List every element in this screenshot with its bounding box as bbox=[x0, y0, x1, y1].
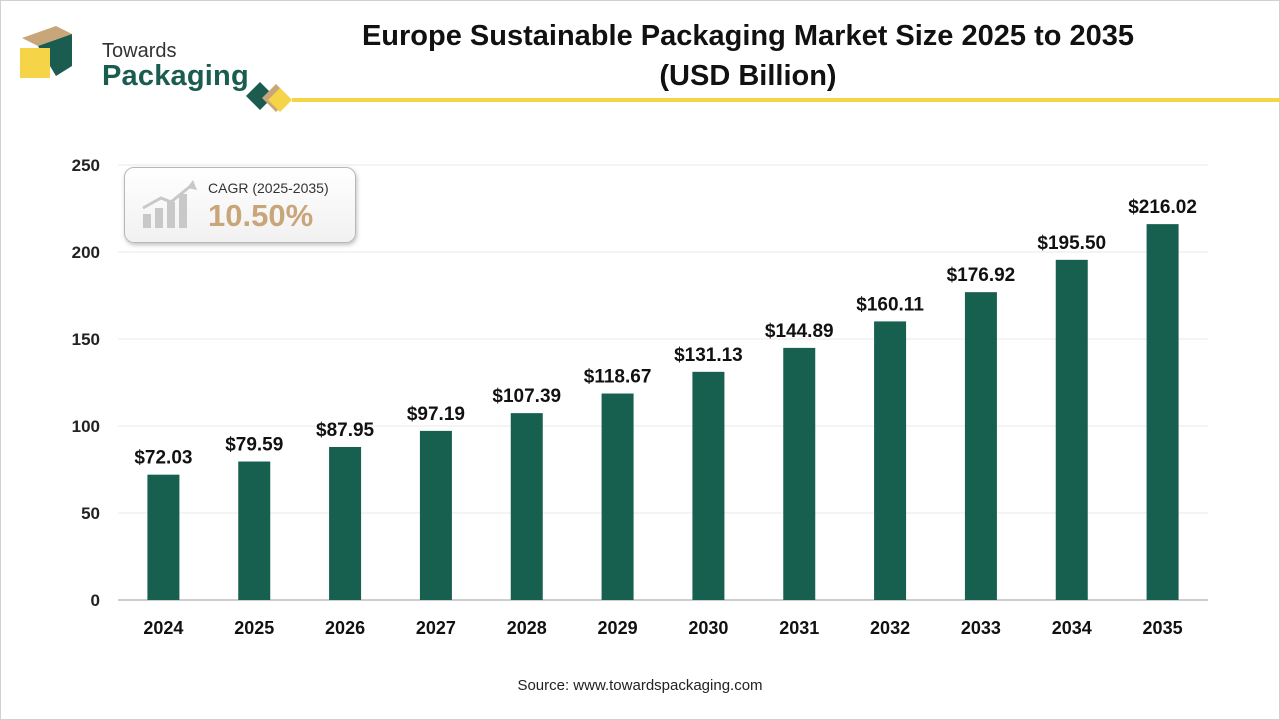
chart-title: Europe Sustainable Packaging Market Size… bbox=[300, 16, 1196, 96]
bar bbox=[329, 446, 362, 600]
y-tick-label: 150 bbox=[72, 330, 100, 349]
brand-line1: Towards bbox=[102, 40, 177, 62]
bar bbox=[1055, 259, 1088, 600]
x-tick-label: 2029 bbox=[598, 618, 638, 638]
bar bbox=[692, 371, 725, 600]
x-tick-label: 2028 bbox=[507, 618, 547, 638]
bar bbox=[510, 413, 543, 600]
y-tick-label: 250 bbox=[72, 156, 100, 175]
bar bbox=[874, 321, 907, 600]
data-label: $87.95 bbox=[316, 420, 375, 441]
data-label: $144.89 bbox=[765, 321, 834, 342]
y-tick-label: 50 bbox=[81, 504, 100, 523]
growth-chart-icon bbox=[142, 180, 197, 228]
y-tick-label: 0 bbox=[91, 591, 100, 610]
chart-title-line2: (USD Billion) bbox=[659, 60, 837, 92]
data-label: $97.19 bbox=[407, 404, 465, 425]
x-tick-label: 2035 bbox=[1143, 618, 1183, 638]
data-label: $216.02 bbox=[1128, 197, 1197, 218]
cagr-label: CAGR (2025-2035) bbox=[208, 180, 329, 196]
x-tick-label: 2034 bbox=[1052, 618, 1092, 638]
x-tick-label: 2031 bbox=[779, 618, 819, 638]
bar bbox=[147, 474, 180, 600]
data-label: $160.11 bbox=[856, 294, 924, 315]
box-logo-icon bbox=[20, 26, 72, 78]
bar bbox=[783, 347, 816, 600]
bar bbox=[601, 393, 634, 600]
data-label: $118.67 bbox=[584, 367, 652, 388]
towards-packaging-logo: Towards Packaging bbox=[18, 20, 249, 92]
data-label: $72.03 bbox=[134, 448, 192, 469]
bar bbox=[238, 461, 271, 600]
bar bbox=[1146, 224, 1179, 601]
data-label: $195.50 bbox=[1037, 233, 1106, 254]
bar bbox=[419, 430, 452, 600]
data-label: $176.92 bbox=[947, 265, 1016, 286]
x-tick-label: 2026 bbox=[325, 618, 365, 638]
data-label: $107.39 bbox=[492, 386, 561, 407]
x-tick-label: 2032 bbox=[870, 618, 910, 638]
y-tick-label: 200 bbox=[72, 243, 100, 262]
x-tick-label: 2027 bbox=[416, 618, 456, 638]
source-note: Source: www.towardspackaging.com bbox=[517, 677, 763, 694]
header-divider-decoration bbox=[246, 82, 1280, 112]
chart-title-line1: Europe Sustainable Packaging Market Size… bbox=[361, 20, 1135, 52]
x-tick-label: 2025 bbox=[234, 618, 274, 638]
data-label: $131.13 bbox=[674, 345, 743, 366]
data-label: $79.59 bbox=[225, 435, 283, 456]
brand-line2: Packaging bbox=[102, 60, 249, 92]
x-tick-label: 2033 bbox=[961, 618, 1001, 638]
bar bbox=[964, 292, 997, 600]
x-tick-label: 2030 bbox=[688, 618, 728, 638]
cagr-callout: CAGR (2025-2035) 10.50% bbox=[124, 167, 356, 243]
x-tick-label: 2024 bbox=[143, 618, 183, 638]
y-tick-label: 100 bbox=[72, 417, 100, 436]
cagr-value: 10.50% bbox=[208, 198, 314, 233]
